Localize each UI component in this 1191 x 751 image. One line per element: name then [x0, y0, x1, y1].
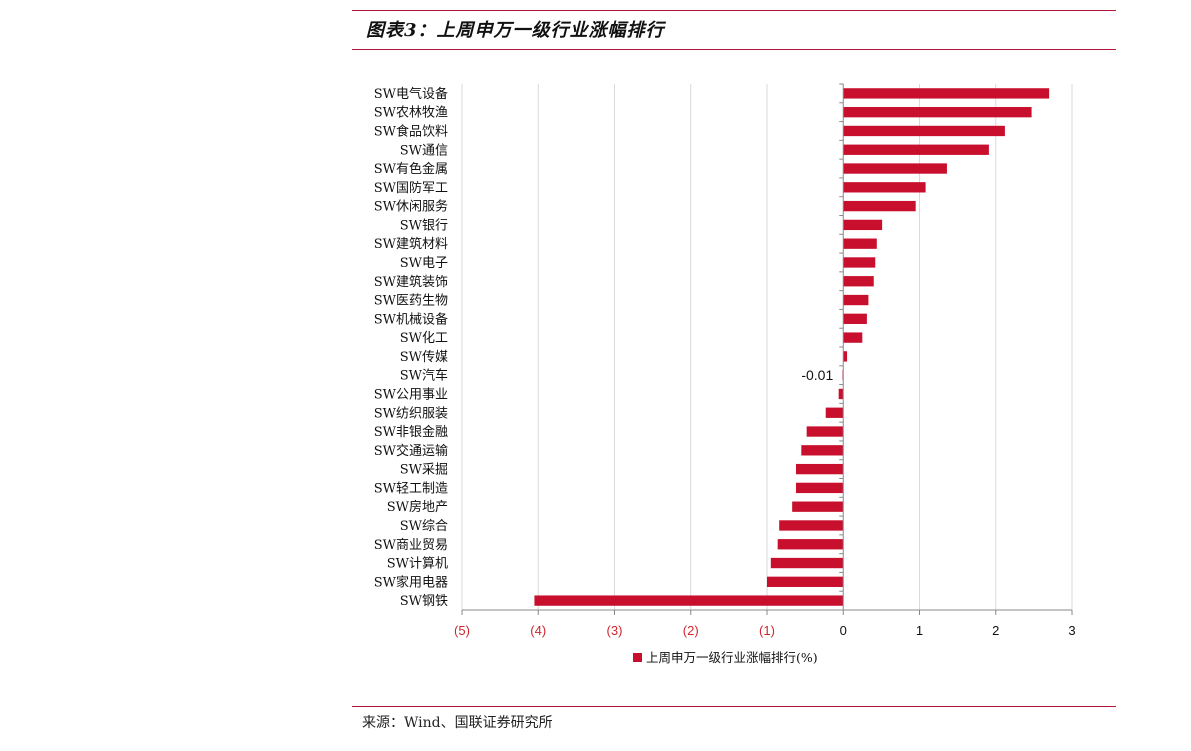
category-label: SW传媒	[400, 350, 448, 365]
bar	[843, 238, 877, 249]
category-label: SW食品饮料	[374, 123, 448, 139]
bar	[843, 144, 989, 155]
x-tick-label: (4)	[530, 623, 546, 638]
source-note: 来源：Wind、国联证券研究所	[362, 715, 553, 731]
bar	[843, 182, 926, 193]
category-label: SW商业贸易	[374, 538, 448, 553]
bar	[770, 557, 844, 569]
axes	[461, 83, 1073, 615]
bar	[838, 388, 844, 400]
x-tick-label: (3)	[607, 623, 623, 638]
legend: 上周申万一级行业涨幅排行(%)	[633, 650, 818, 665]
data-label: -0.01	[801, 367, 833, 383]
bar	[843, 163, 947, 174]
bar	[795, 482, 844, 494]
top-rule	[352, 10, 1116, 11]
bar	[534, 595, 844, 606]
bar	[843, 294, 869, 306]
category-labels: SW电气设备 SW农林牧渔 SW食品饮料 SW通信 SW有色金属 SW国防军工 SW休闲服务…	[374, 86, 448, 609]
category-label: SW电子	[400, 256, 448, 271]
bar	[777, 539, 844, 550]
bar	[843, 276, 874, 287]
x-tick-labels: (5) (4) (3) (2) (1) 0 1 2 3	[454, 623, 1076, 638]
bar	[779, 520, 844, 531]
figure-title: 图表3：上周申万一级行业涨幅排行	[366, 20, 665, 41]
gridlines	[461, 84, 1073, 610]
bar	[843, 107, 1032, 118]
category-label: SW综合	[400, 519, 448, 534]
category-label: SW纺织服装	[374, 406, 448, 421]
bar	[843, 219, 883, 231]
bottom-rule	[352, 706, 1116, 707]
legend-label: 上周申万一级行业涨幅排行(%)	[646, 650, 818, 665]
category-label: SW采掘	[400, 463, 448, 478]
category-label: SW建筑材料	[374, 236, 448, 252]
bar	[792, 501, 844, 512]
category-label: SW公用事业	[374, 387, 448, 402]
bar	[843, 313, 867, 324]
data-labels: -0.01	[801, 367, 833, 383]
category-label: SW国防军工	[374, 180, 448, 196]
category-label: SW钢铁	[400, 594, 448, 609]
title-rule	[352, 49, 1116, 50]
x-tick-label: (1)	[759, 623, 775, 638]
bar	[843, 257, 876, 268]
x-tick-label: (5)	[454, 623, 470, 638]
bar	[843, 351, 848, 362]
bar	[795, 463, 844, 475]
category-label: SW化工	[400, 331, 448, 346]
category-label: SW机械设备	[374, 311, 448, 327]
x-tick-label: (2)	[683, 623, 699, 638]
x-tick-label: 1	[916, 623, 923, 638]
category-label: SW电气设备	[374, 86, 448, 102]
x-tick-label: 0	[840, 623, 847, 638]
category-label: SW休闲服务	[374, 199, 448, 215]
bars	[534, 88, 1050, 606]
category-label: SW非银金融	[374, 424, 448, 440]
category-label: SW通信	[400, 143, 448, 158]
bar	[806, 426, 844, 437]
category-label: SW银行	[400, 218, 448, 233]
category-label: SW家用电器	[374, 574, 448, 590]
bar	[843, 125, 1005, 137]
bar	[767, 576, 844, 587]
bar-chart: SW电气设备 SW农林牧渔 SW食品饮料 SW通信 SW有色金属 SW国防军工 SW休闲服务…	[374, 83, 1076, 665]
category-label: SW汽车	[400, 368, 448, 384]
category-label: SW房地产	[387, 499, 448, 515]
category-label: SW有色金属	[374, 161, 448, 177]
bar	[843, 332, 863, 343]
category-label: SW轻工制造	[374, 481, 448, 496]
category-label: SW建筑装饰	[374, 274, 448, 290]
bar	[825, 407, 844, 418]
category-label: SW交通运输	[374, 443, 448, 459]
x-tick-label: 3	[1068, 623, 1075, 638]
category-label: SW医药生物	[374, 294, 448, 309]
legend-swatch	[633, 653, 642, 662]
bar	[801, 445, 844, 456]
bar	[843, 88, 1050, 99]
category-label: SW计算机	[387, 557, 448, 572]
category-label: SW农林牧渔	[374, 106, 448, 121]
bar	[843, 200, 916, 212]
x-tick-label: 2	[992, 623, 999, 638]
